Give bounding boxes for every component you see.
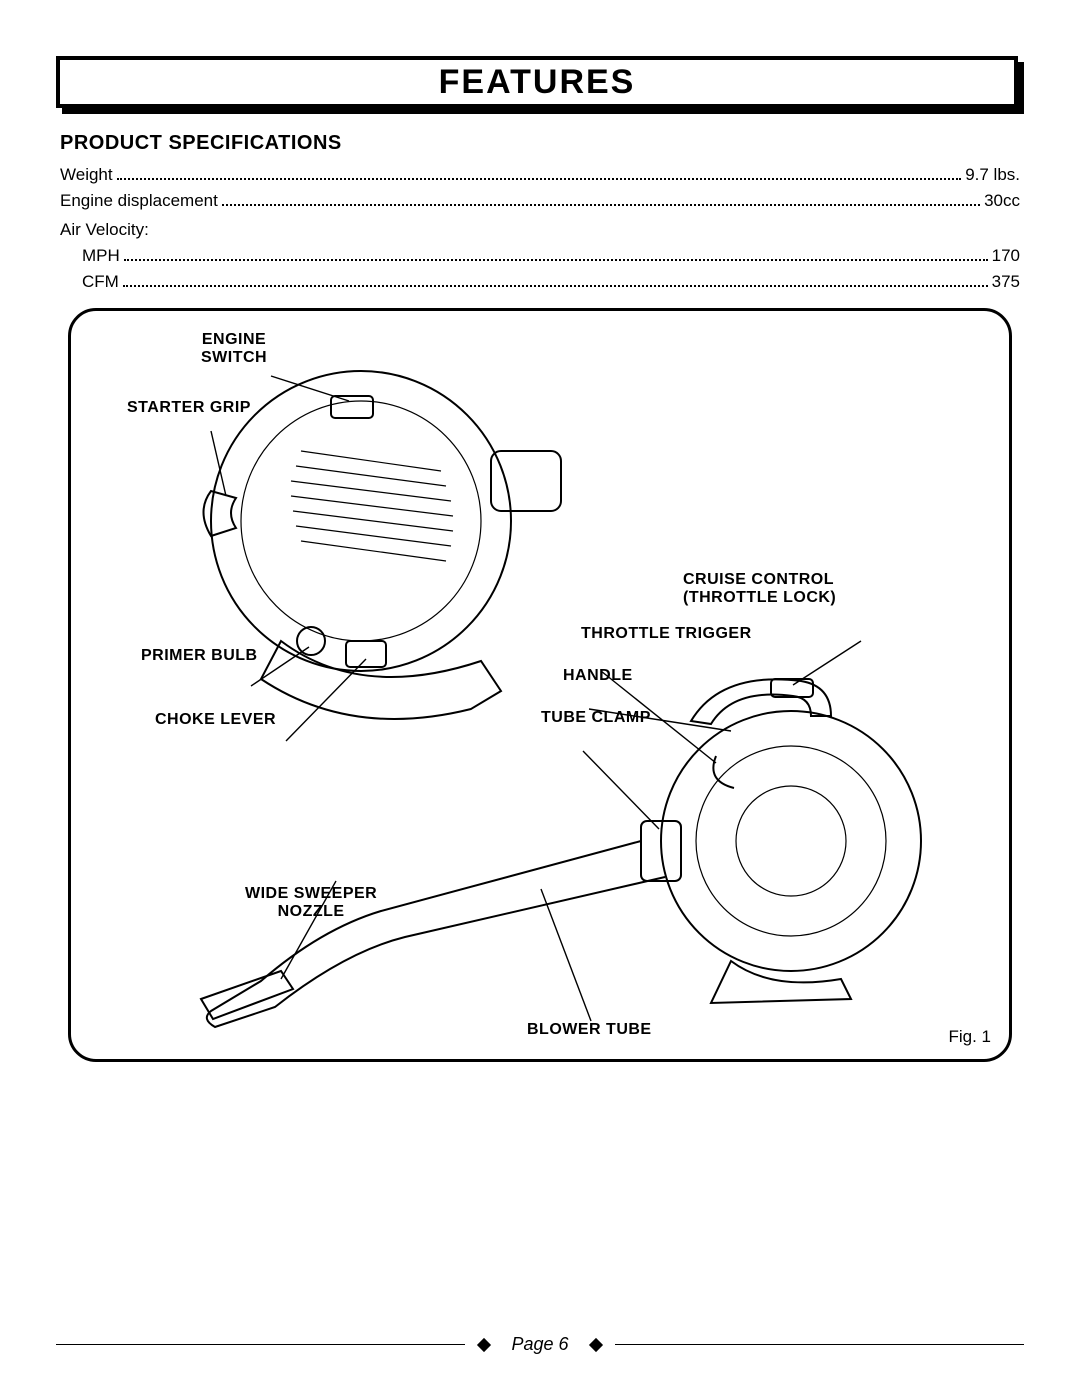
callout-wide-sweeper-nozzle: WIDE SWEEPERNOZZLE — [245, 885, 377, 922]
callout-text: HANDLE — [563, 667, 633, 684]
blower-illustration — [171, 651, 951, 1021]
callout-text: STARTER GRIP — [127, 399, 251, 416]
page-number: Page 6 — [503, 1334, 576, 1355]
callout-text: CHOKE LEVER — [155, 711, 276, 728]
spec-row: MPH 170 — [60, 243, 1020, 269]
page-footer: Page 6 — [56, 1334, 1024, 1355]
callout-text: THROTTLE TRIGGER — [581, 625, 752, 642]
callout-handle: HANDLE — [563, 667, 633, 685]
callout-blower-tube: BLOWER TUBE — [527, 1021, 652, 1039]
footer-diamond-right — [588, 1337, 602, 1351]
callout-tube-clamp: TUBE CLAMP — [541, 709, 651, 727]
callout-text: BLOWER TUBE — [527, 1021, 652, 1038]
callout-text: ENGINESWITCH — [201, 331, 267, 366]
callout-text: PRIMER BULB — [141, 647, 258, 664]
spec-label: Air Velocity: — [60, 217, 149, 243]
spec-dots — [222, 196, 980, 206]
banner-title: FEATURES — [439, 63, 636, 102]
callout-text: TUBE CLAMP — [541, 709, 651, 726]
spec-dots — [123, 277, 988, 287]
spec-row: Engine displacement 30cc — [60, 188, 1020, 214]
banner-box: FEATURES — [56, 56, 1018, 108]
spec-value: 170 — [992, 243, 1020, 269]
callout-text: WIDE SWEEPERNOZZLE — [245, 885, 377, 920]
spec-label: Weight — [60, 162, 113, 188]
spec-row: Air Velocity: — [60, 217, 1020, 243]
figure-label: Fig. 1 — [948, 1027, 991, 1047]
spec-value: 9.7 lbs. — [965, 162, 1020, 188]
product-specs-heading: PRODUCT SPECIFICATIONS — [60, 132, 342, 155]
callout-throttle-trigger: THROTTLE TRIGGER — [581, 625, 752, 643]
spec-label: CFM — [82, 269, 119, 295]
spec-row: Weight 9.7 lbs. — [60, 162, 1020, 188]
callout-choke-lever: CHOKE LEVER — [155, 711, 276, 729]
footer-diamond-left — [477, 1337, 491, 1351]
diagram-box: ENGINESWITCH STARTER GRIP PRIMER BULB CH… — [68, 308, 1012, 1062]
callout-primer-bulb: PRIMER BULB — [141, 647, 258, 665]
section-banner: FEATURES — [56, 56, 1024, 112]
callout-text: CRUISE CONTROL(THROTTLE LOCK) — [683, 571, 836, 606]
spec-value: 375 — [992, 269, 1020, 295]
spec-label: Engine displacement — [60, 188, 218, 214]
spec-value: 30cc — [984, 188, 1020, 214]
footer-rule-left — [56, 1344, 465, 1345]
specs-list: Weight 9.7 lbs. Engine displacement 30cc… — [60, 162, 1020, 296]
callout-engine-switch: ENGINESWITCH — [201, 331, 267, 368]
spec-row: CFM 375 — [60, 269, 1020, 295]
spec-dots — [117, 170, 962, 180]
callout-cruise-control: CRUISE CONTROL(THROTTLE LOCK) — [683, 571, 836, 608]
footer-rule-right — [615, 1344, 1024, 1345]
callout-starter-grip: STARTER GRIP — [127, 399, 251, 417]
spec-label: MPH — [82, 243, 120, 269]
spec-dots — [124, 251, 988, 261]
